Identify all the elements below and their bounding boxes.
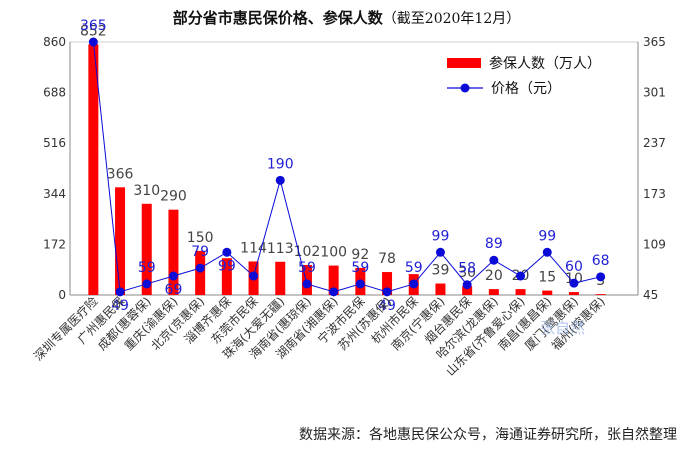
left-axis-tick-label: 516 <box>43 136 66 150</box>
left-axis-tick-label: 344 <box>43 187 66 201</box>
legend-bar-swatch <box>447 58 481 68</box>
price-point <box>542 247 552 257</box>
bar-value-label: 92 <box>351 247 369 263</box>
price-point <box>142 279 152 289</box>
bar-value-label: 310 <box>133 183 160 199</box>
price-value-label: 59 <box>138 260 156 276</box>
price-point <box>222 247 232 257</box>
left-axis-tick-label: 860 <box>43 35 66 49</box>
legend-line-label: 价格（元） <box>491 81 561 97</box>
price-point <box>168 271 178 281</box>
left-axis-tick-label: 172 <box>43 237 66 251</box>
bar-value-label: 15 <box>538 270 556 286</box>
price-value-label: 99 <box>218 258 236 274</box>
price-point <box>435 247 445 257</box>
right-axis-tick-label: 45 <box>643 288 658 302</box>
price-point <box>302 279 312 289</box>
bar <box>275 261 286 295</box>
price-point <box>489 255 499 265</box>
bar <box>168 209 179 295</box>
price-point <box>115 287 125 297</box>
bar <box>568 292 579 295</box>
price-value-label: 58 <box>458 261 476 277</box>
source-note: 数据来源：各地惠民保公众号，海通证券研究所，张自然整理 <box>299 427 677 443</box>
price-value-label: 99 <box>432 228 450 244</box>
bar <box>595 294 606 295</box>
right-axis-tick-label: 237 <box>643 136 666 150</box>
bar <box>115 187 126 295</box>
left-axis-tick-label: 688 <box>43 86 66 100</box>
price-value-label: 190 <box>267 156 294 172</box>
right-axis-tick-label: 301 <box>643 86 666 100</box>
bar-value-label: 78 <box>378 251 396 267</box>
price-value-label: 89 <box>485 236 503 252</box>
bar-value-label: 150 <box>187 230 214 246</box>
bar-value-label: 102 <box>294 244 321 260</box>
bar <box>195 250 206 295</box>
bar <box>382 272 393 295</box>
price-value-label: 68 <box>592 253 610 269</box>
legend-bar-label: 参保人数（万人） <box>489 55 601 72</box>
price-point <box>569 278 579 288</box>
price-point <box>275 175 285 185</box>
price-value-label: 59 <box>405 260 423 276</box>
price-point <box>88 37 98 47</box>
price-point <box>596 272 606 282</box>
bar <box>542 290 553 295</box>
right-axis-tick-label: 173 <box>643 187 666 201</box>
bar <box>88 44 99 296</box>
price-value-label: 49 <box>111 298 129 314</box>
price-point <box>516 271 526 281</box>
legend: 参保人数（万人） 价格（元） <box>447 55 601 97</box>
bar <box>435 283 446 295</box>
watermark: 张自然 <box>540 319 585 337</box>
price-value-label: 69 <box>165 282 183 298</box>
chart-title-note: （截至2020年12月） <box>382 11 521 27</box>
right-axis-tick-label: 109 <box>643 237 666 251</box>
bar-value-label: 20 <box>485 268 503 284</box>
bar <box>221 258 232 295</box>
chart-title-main: 部分省市惠民保价格、参保人数 <box>172 9 383 27</box>
left-axis-tick-label: 0 <box>58 288 66 302</box>
price-point <box>355 279 365 289</box>
price-value-label: 49 <box>378 298 396 314</box>
bar <box>462 286 473 295</box>
bar <box>488 289 499 295</box>
price-point <box>329 287 339 297</box>
price-value-label: 59 <box>298 260 316 276</box>
price-point <box>249 271 259 281</box>
bar-value-label: 113 <box>267 241 294 257</box>
bar-value-label: 30 <box>458 265 476 281</box>
bar <box>328 265 339 295</box>
bar-value-label: 100 <box>320 245 347 261</box>
chart-title: 部分省市惠民保价格、参保人数（截至2020年12月） <box>0 7 693 28</box>
price-value-label: 79 <box>191 244 209 260</box>
price-point <box>462 280 472 290</box>
price-point <box>195 263 205 273</box>
price-value-label: 365 <box>80 18 107 34</box>
price-value-label: 99 <box>538 228 556 244</box>
price-value-label: 59 <box>351 260 369 276</box>
bar-value-label: 366 <box>107 166 134 182</box>
price-point <box>382 287 392 297</box>
bar <box>141 203 152 295</box>
legend-line-marker <box>460 83 470 93</box>
bar <box>515 289 526 295</box>
bar-value-label: 39 <box>432 263 450 279</box>
price-point <box>409 279 419 289</box>
price-value-label: 60 <box>565 259 583 275</box>
bar-value-label: 290 <box>160 189 187 205</box>
bar-value-label: 852 <box>80 23 107 39</box>
price-line <box>92 41 601 293</box>
right-axis-tick-label: 365 <box>643 35 666 49</box>
